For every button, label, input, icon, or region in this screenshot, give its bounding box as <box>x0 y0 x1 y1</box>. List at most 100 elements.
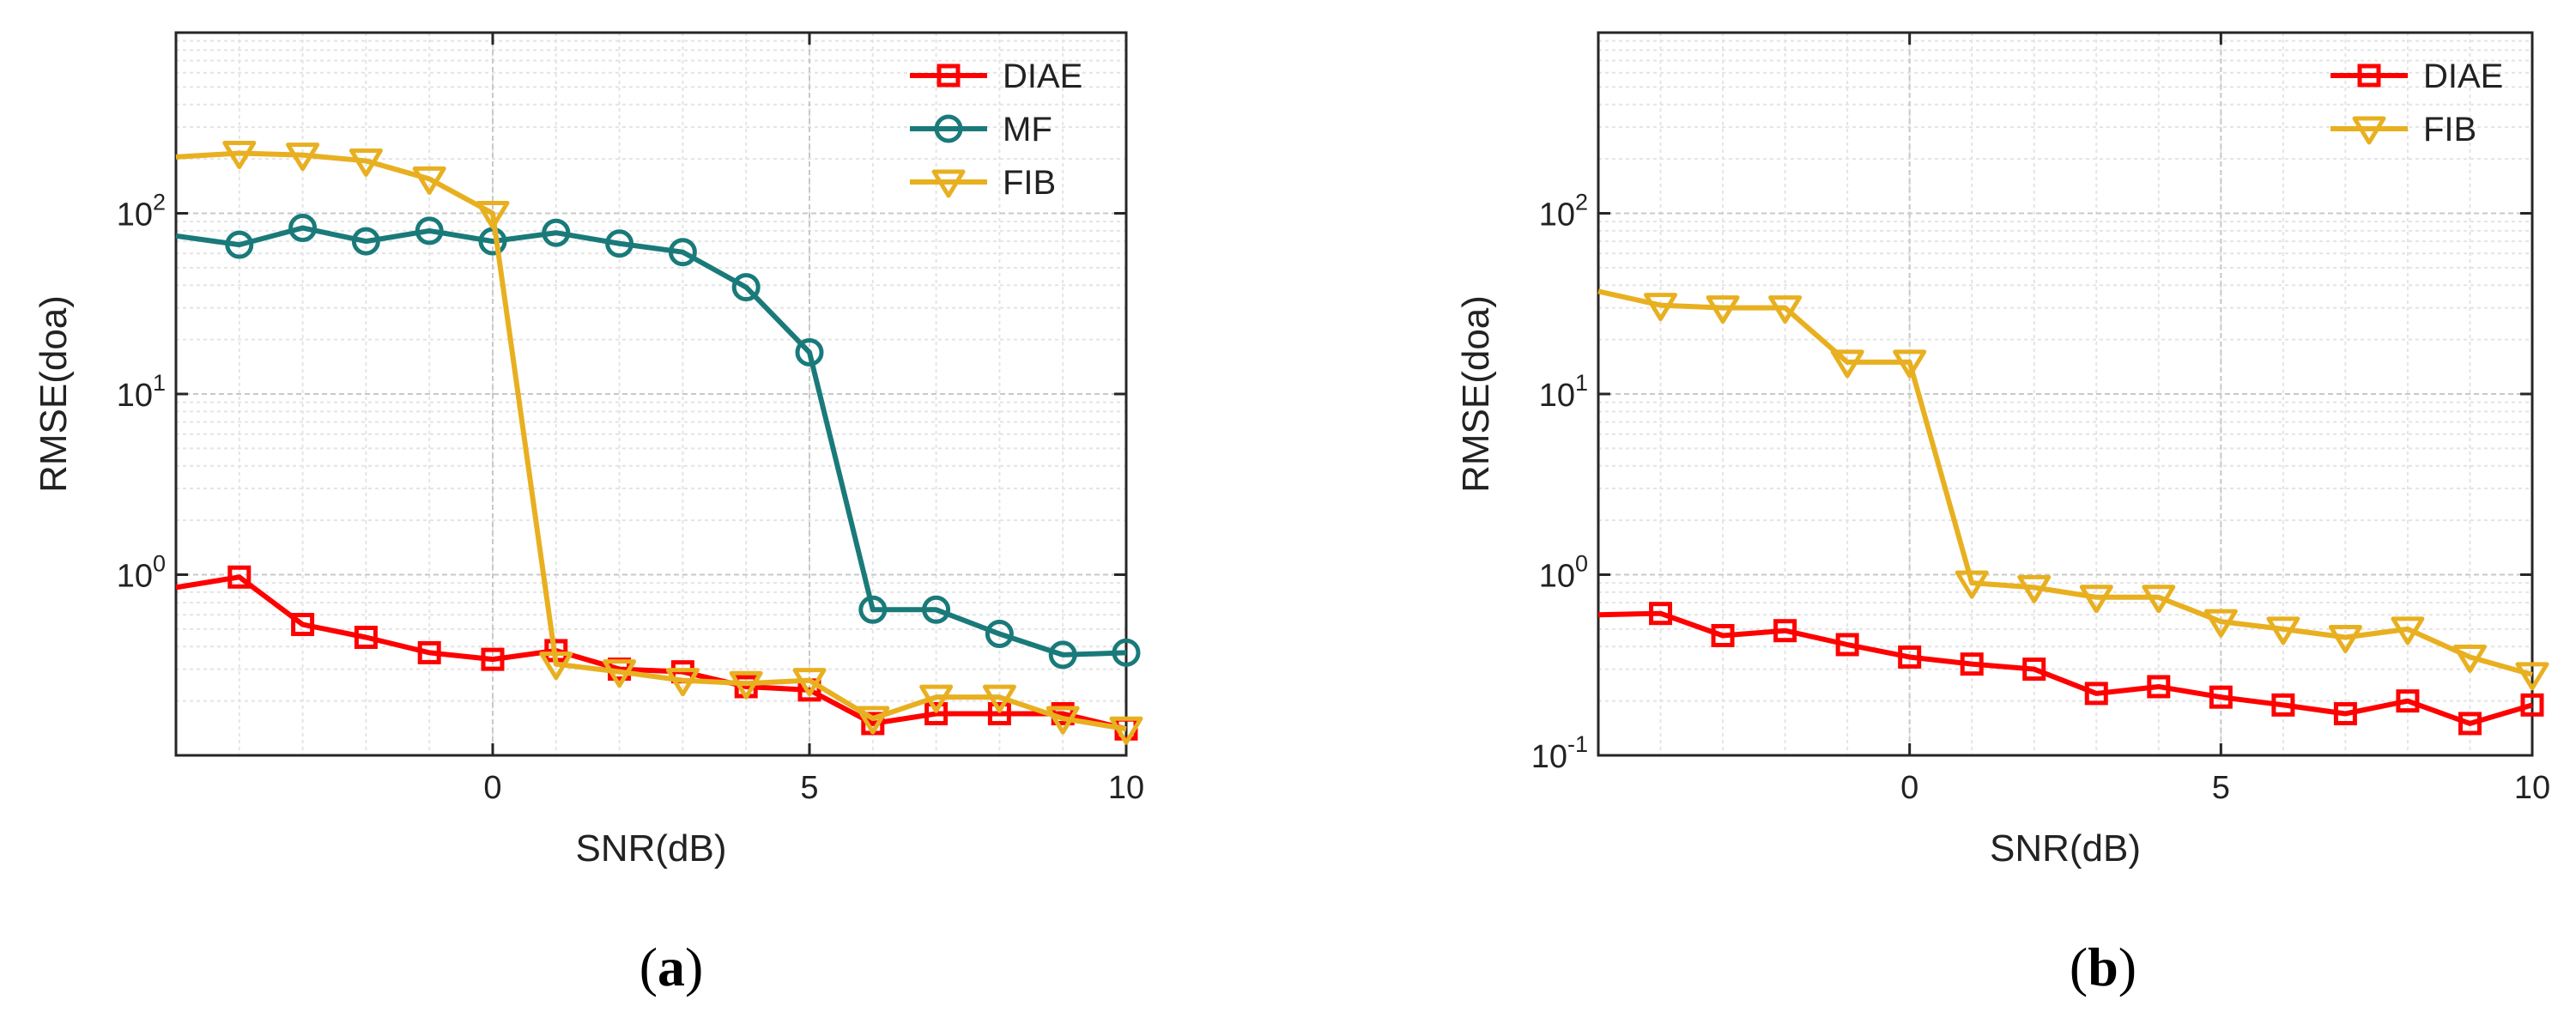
data-point-fib <box>792 668 827 697</box>
y-tick-label: 10-1 <box>1531 731 1588 775</box>
data-point-fib <box>665 668 700 697</box>
data-point-fib <box>1893 349 1927 379</box>
data-point-fib <box>2515 662 2549 691</box>
legend-marker <box>936 64 961 88</box>
legend-marker <box>2352 116 2386 145</box>
data-point-diae <box>1711 623 1735 647</box>
data-point-fib <box>1706 295 1740 324</box>
grid <box>176 33 1127 755</box>
data-point-fib <box>286 142 320 172</box>
panel-caption: (a) <box>639 936 704 997</box>
data-point-fib <box>2079 585 2113 614</box>
data-point-mf <box>542 218 571 247</box>
x-tick-label: 10 <box>2514 770 2550 806</box>
y-axis-label: RMSE(doa) <box>33 295 75 493</box>
legend-entry: FIB <box>1003 164 1056 202</box>
data-point-fib <box>2391 616 2425 645</box>
data-point-fib <box>349 148 383 177</box>
x-tick-label: 0 <box>483 770 501 806</box>
legend-entry: MF <box>1003 111 1052 148</box>
data-point-fib <box>1109 716 1143 745</box>
chart-panel-a: 100 101 102 0 5 10 SNR(dB) RMSE(doa) DIAE MF FIB (a… <box>33 31 1144 997</box>
data-point-diae <box>227 565 252 589</box>
x-tick-label: 5 <box>2212 770 2230 806</box>
data-point-diae <box>354 625 378 649</box>
data-point-diae <box>987 701 1011 725</box>
y-tick-label: 102 <box>117 190 166 233</box>
legend-marker <box>934 114 963 143</box>
data-point-fib <box>2203 609 2238 638</box>
data-point-diae <box>2333 701 2357 725</box>
data-point-mf <box>922 595 951 624</box>
data-point-fib <box>603 659 637 688</box>
x-axis-label: SNR(dB) <box>575 827 726 870</box>
legend: DIAE MF FIB <box>910 58 1082 202</box>
data-point-diae <box>1960 652 1984 676</box>
data-point-fib <box>919 684 954 713</box>
data-point-diae <box>924 701 949 725</box>
series-fib <box>1597 288 2549 691</box>
y-tick-label: 100 <box>117 551 166 595</box>
data-point-fib <box>1768 295 1803 324</box>
data-point-diae <box>1835 633 1859 657</box>
series-diae <box>1597 602 2544 736</box>
data-point-fib <box>476 201 510 229</box>
data-point-diae <box>2209 685 2233 709</box>
data-point-mf <box>731 273 761 302</box>
data-point-fib <box>222 141 257 170</box>
data-point-diae <box>291 613 315 637</box>
y-tick-label: 101 <box>117 370 166 414</box>
legend-entry: DIAE <box>2423 58 2503 95</box>
data-point-fib <box>2266 616 2300 645</box>
data-point-diae <box>2084 682 2108 706</box>
data-point-fib <box>856 706 890 735</box>
legend-marker <box>2357 64 2381 88</box>
data-point-diae <box>1898 645 1922 669</box>
series-fib <box>175 141 1143 745</box>
data-point-mf <box>288 214 318 243</box>
series-line-fib <box>1597 288 2533 677</box>
panel-caption: (b) <box>2070 936 2137 997</box>
data-point-mf <box>668 238 697 267</box>
series-line-diae <box>175 574 1127 732</box>
data-point-diae <box>2147 675 2171 699</box>
y-tick-label: 101 <box>1539 370 1588 414</box>
data-point-fib <box>1046 706 1080 735</box>
data-point-diae <box>1773 619 1797 643</box>
y-axis-label: RMSE(doa) <box>1455 295 1497 493</box>
data-point-mf <box>1112 638 1141 667</box>
x-tick-label: 5 <box>800 770 818 806</box>
data-point-fib <box>982 684 1016 713</box>
chart-panel-b: 10-1 100 101 102 0 5 10 SNR(dB) RMSE(doa) DIAE FIB… <box>1455 31 2550 997</box>
data-point-fib <box>1955 570 1989 599</box>
data-point-diae <box>2396 689 2420 713</box>
data-point-mf <box>795 337 824 367</box>
series-line-mf <box>175 225 1127 657</box>
data-point-diae <box>2458 712 2482 736</box>
data-point-diae <box>2022 657 2046 682</box>
data-point-mf <box>225 230 254 259</box>
data-point-fib <box>2017 574 2052 603</box>
y-tick-label: 102 <box>1539 190 1588 233</box>
data-point-fib <box>2328 624 2362 653</box>
data-point-diae <box>481 647 505 671</box>
legend-marker <box>931 169 966 198</box>
data-point-fib <box>729 670 763 700</box>
data-point-mf <box>351 227 380 256</box>
data-point-fib <box>412 166 446 195</box>
data-point-diae <box>1649 602 1673 626</box>
data-point-fib <box>2142 585 2176 614</box>
legend-entry: FIB <box>2423 111 2476 148</box>
data-point-fib <box>539 651 573 681</box>
x-tick-label: 0 <box>1900 770 1918 806</box>
x-axis-label: SNR(dB) <box>1990 827 2141 870</box>
series-mf <box>175 214 1141 670</box>
data-point-fib <box>2452 644 2487 673</box>
legend-entry: DIAE <box>1003 58 1082 95</box>
data-point-mf <box>1048 640 1077 670</box>
data-point-diae <box>2520 693 2544 717</box>
y-tick-label: 100 <box>1539 551 1588 595</box>
data-point-diae <box>417 640 441 664</box>
series-line-diae <box>1597 610 2533 726</box>
